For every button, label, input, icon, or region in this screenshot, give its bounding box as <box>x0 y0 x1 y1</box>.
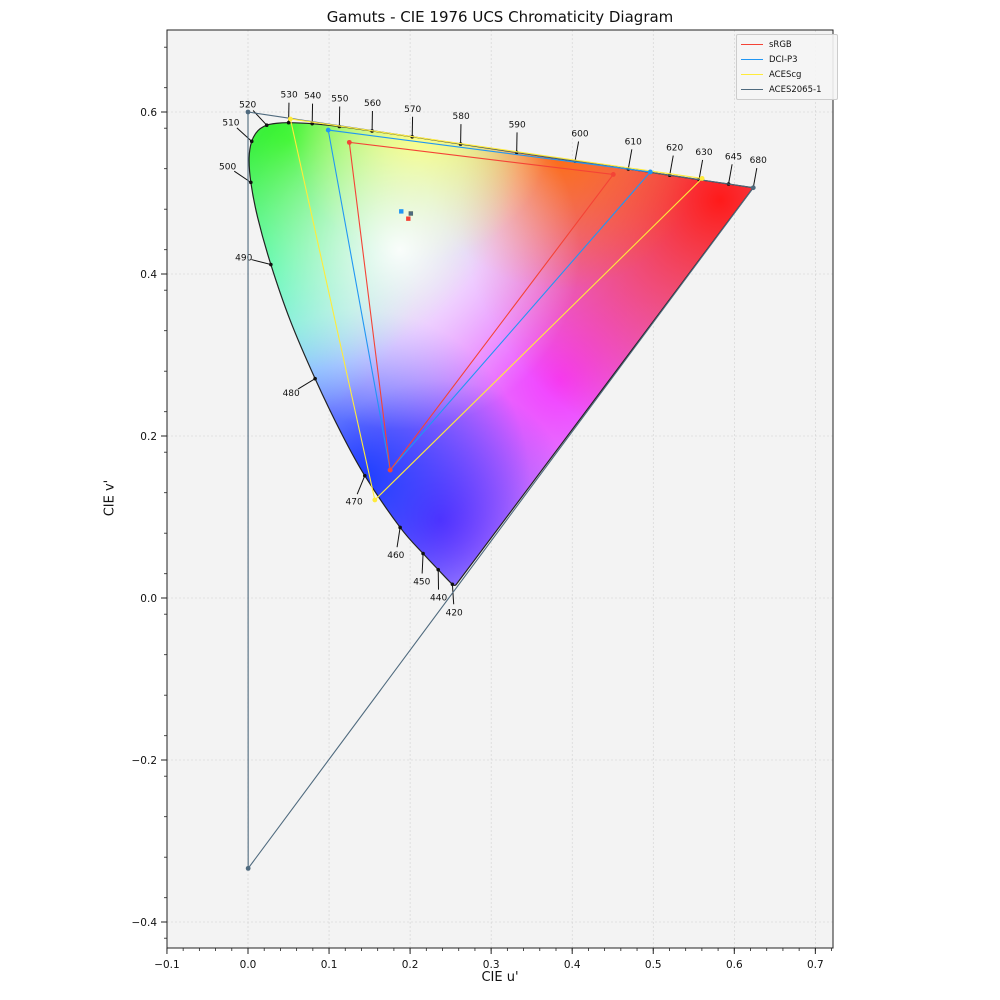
svg-text:490: 490 <box>235 254 252 264</box>
svg-text:−0.1: −0.1 <box>154 959 180 971</box>
legend: sRGB DCI-P3 ACEScg ACES2065-1 <box>736 34 838 100</box>
svg-text:0.0: 0.0 <box>140 593 157 605</box>
svg-text:560: 560 <box>364 99 381 109</box>
svg-text:0.2: 0.2 <box>140 431 157 443</box>
legend-label: ACEScg <box>769 69 802 80</box>
svg-text:480: 480 <box>283 389 300 399</box>
svg-text:450: 450 <box>413 578 430 588</box>
svg-text:0.3: 0.3 <box>483 959 500 971</box>
svg-text:0.0: 0.0 <box>240 959 257 971</box>
svg-text:580: 580 <box>453 112 470 122</box>
whitepoints <box>399 209 414 221</box>
gamut-triangles <box>245 109 756 871</box>
legend-label: DCI-P3 <box>769 54 798 65</box>
svg-text:500: 500 <box>219 163 236 173</box>
svg-text:0.6: 0.6 <box>726 959 743 971</box>
svg-text:510: 510 <box>222 119 239 129</box>
svg-text:0.2: 0.2 <box>402 959 419 971</box>
svg-text:440: 440 <box>430 594 447 604</box>
x-axis-label: CIE u' <box>481 970 519 985</box>
svg-text:630: 630 <box>695 148 712 158</box>
svg-text:645: 645 <box>725 152 742 162</box>
svg-text:−0.4: −0.4 <box>132 917 158 929</box>
svg-text:460: 460 <box>387 551 404 561</box>
y-axis-label: CIE v' <box>102 479 118 517</box>
legend-label: ACES2065-1 <box>769 84 822 95</box>
legend-item-aces2065-1: ACES2065-1 <box>741 82 833 97</box>
svg-text:470: 470 <box>346 498 363 508</box>
svg-text:680: 680 <box>750 156 767 166</box>
svg-text:600: 600 <box>571 130 588 140</box>
legend-item-srgb: sRGB <box>741 37 833 52</box>
svg-text:540: 540 <box>304 92 321 102</box>
svg-text:590: 590 <box>509 120 526 130</box>
legend-item-acescg: ACEScg <box>741 67 833 82</box>
legend-swatch <box>741 89 763 90</box>
svg-text:0.5: 0.5 <box>645 959 662 971</box>
svg-text:0.6: 0.6 <box>140 107 157 119</box>
svg-text:0.4: 0.4 <box>140 269 157 281</box>
svg-text:610: 610 <box>625 137 642 147</box>
legend-item-dci-p3: DCI-P3 <box>741 52 833 67</box>
svg-text:570: 570 <box>404 105 421 115</box>
svg-text:0.4: 0.4 <box>564 959 581 971</box>
legend-label: sRGB <box>769 39 792 50</box>
svg-text:550: 550 <box>331 95 348 105</box>
axes-frame <box>166 29 834 949</box>
legend-swatch <box>741 74 763 75</box>
legend-swatch <box>741 44 763 45</box>
svg-text:520: 520 <box>239 101 256 111</box>
svg-text:420: 420 <box>446 608 463 618</box>
svg-text:620: 620 <box>666 144 683 154</box>
svg-text:0.1: 0.1 <box>321 959 338 971</box>
legend-swatch <box>741 59 763 60</box>
chart-title: Gamuts - CIE 1976 UCS Chromaticity Diagr… <box>326 8 674 26</box>
axis-ticks: −0.1 0.0 0.1 0.2 0.3 0.4 0.5 0.6 0.7 −0.4 −0.2 0.0 0… <box>132 46 832 971</box>
svg-text:0.7: 0.7 <box>807 959 824 971</box>
svg-text:530: 530 <box>281 91 298 101</box>
svg-text:−0.2: −0.2 <box>132 755 158 767</box>
